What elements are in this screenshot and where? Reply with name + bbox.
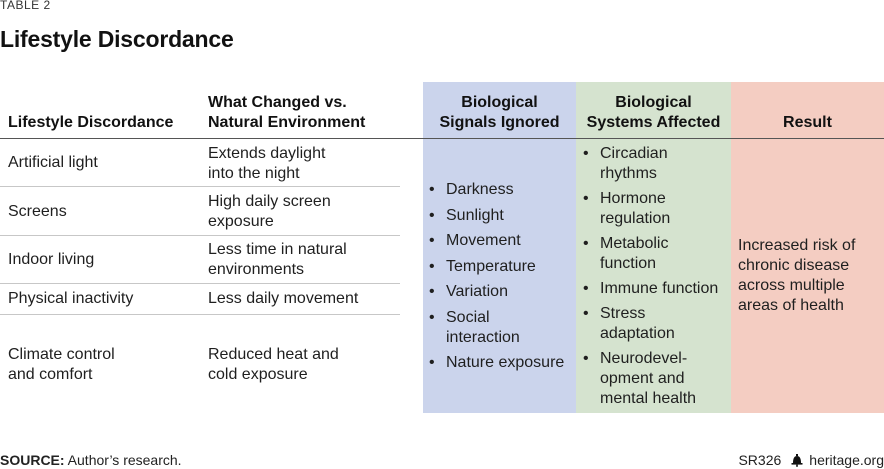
list-item-line: rhythms [600,165,657,182]
cell-line: environments [208,261,305,278]
footer-credit: SR326 heritage.org [738,452,884,468]
table-kicker: TABLE 2 [0,0,51,12]
row-4-discordance: Physical inactivity [8,289,133,309]
list-item: Immune function [581,279,731,299]
list-item-line: Sunlight [446,206,504,224]
list-item: Circadian rhythms [581,144,731,184]
row-5-discordance: Climate control and comfort [8,345,115,385]
row-3-discordance: Indoor living [8,250,94,270]
report-id: SR326 [738,452,782,468]
source-label: SOURCE: [0,452,65,468]
result-line: chronic disease [738,257,850,274]
header-divider [0,138,884,139]
list-item: Nature exposure [427,353,576,373]
list-item-line: interaction [446,328,520,346]
cell-line: Less time in natural [208,241,347,258]
result-line: Increased risk of [738,237,856,254]
list-item-line: Social [446,308,490,326]
list-item: Neurodevel- opment and mental health [581,349,731,409]
bell-icon [791,453,803,467]
row-5-changed: Reduced heat and cold exposure [208,345,339,385]
cell-line: Artificial light [8,154,98,171]
list-item: Variation [427,282,576,302]
row-divider [0,235,400,236]
list-item: Movement [427,231,576,251]
cell-line: Indoor living [8,251,95,268]
header-what-changed-line2: Natural Environment [208,114,366,131]
row-divider [0,314,400,315]
list-item-line: Circadian [600,145,668,162]
row-3-changed: Less time in natural environments [208,240,347,280]
list-item-line: mental health [600,390,697,407]
list-item-line: opment and [600,370,685,387]
result-line: areas of health [738,297,844,314]
header-systems-line1: Biological [615,94,692,111]
list-item: Darkness [427,180,576,200]
cell-line: Climate control [8,346,115,363]
list-item: Temperature [427,257,576,277]
header-what-changed: What Changed vs. Natural Environment [208,93,365,133]
cell-line: Physical inactivity [8,290,134,307]
list-item-line: Stress [600,305,646,322]
header-systems-line2: Systems Affected [586,114,721,131]
list-item-line: Temperature [446,257,536,275]
cell-line: cold exposure [208,366,308,383]
list-item-line: Hormone [600,190,666,207]
cell-line: Less daily movement [208,290,359,307]
cell-line: Extends daylight [208,145,326,162]
cell-line: Reduced heat and [208,346,339,363]
list-item: Metabolic function [581,234,731,274]
header-signals-line1: Biological [461,94,538,111]
result-column-band [731,82,884,413]
cell-line: exposure [208,213,274,230]
site-link[interactable]: heritage.org [809,452,884,468]
cell-line: High daily screen [208,193,331,210]
cell-line: Screens [8,203,67,220]
signals-ignored-list: Darkness Sunlight Movement Temperature V… [427,180,576,379]
source-text: Author’s research. [64,452,182,468]
result-line: across multiple [738,277,845,294]
row-4-changed: Less daily movement [208,289,358,309]
list-item: Sunlight [427,206,576,226]
header-signals-line2: Signals Ignored [439,114,560,131]
table-title: Lifestyle Discordance [0,26,234,52]
result-text: Increased risk of chronic disease across… [738,236,855,316]
list-item-line: adaptation [600,325,675,342]
cell-line: and comfort [8,366,93,383]
list-item-line: regulation [600,210,671,227]
list-item-line: Nature exposure [446,354,565,371]
systems-affected-list: Circadian rhythms Hormone regulation Met… [581,144,731,414]
row-divider [0,283,400,284]
list-item-line: Immune function [600,280,719,297]
list-item-line: Metabolic [600,235,669,252]
list-item: Stress adaptation [581,304,731,344]
row-1-changed: Extends daylight into the night [208,144,325,184]
header-discordance: Lifestyle Discordance [8,114,174,131]
row-2-discordance: Screens [8,202,67,222]
list-item-line: function [600,255,657,272]
list-item: Social interaction [427,308,576,348]
header-signals-ignored: Biological Signals Ignored [423,93,576,133]
header-what-changed-line1: What Changed vs. [208,94,347,111]
row-divider [0,186,400,187]
list-item-line: Neurodevel- [600,350,688,367]
row-2-changed: High daily screen exposure [208,192,331,232]
list-item-line: Movement [446,232,521,249]
header-systems-affected: Biological Systems Affected [576,93,731,133]
list-item-line: Variation [446,283,508,300]
row-1-discordance: Artificial light [8,153,98,173]
cell-line: into the night [208,165,300,182]
list-item-line: Darkness [446,181,514,198]
header-result: Result [783,114,832,131]
list-item: Hormone regulation [581,189,731,229]
source-note: SOURCE: Author’s research. [0,452,182,468]
